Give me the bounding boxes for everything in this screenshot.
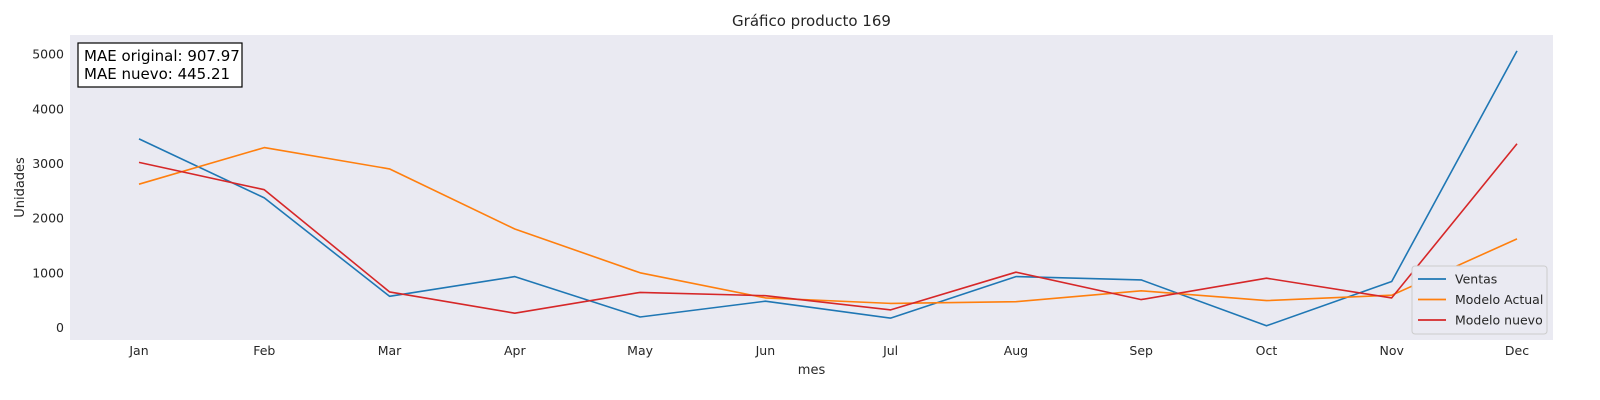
mae-box-frame	[77, 42, 243, 88]
y-tick-label: 5000	[32, 47, 64, 62]
legend-label: Modelo nuevo	[1455, 313, 1543, 328]
series-line	[138, 146, 1518, 305]
mae-annotation-box: MAE original: 907.97 MAE nuevo: 445.21	[77, 42, 243, 88]
y-tick-label: 0	[56, 320, 64, 335]
x-tick-label: May	[627, 343, 653, 358]
x-tick-label: Jul	[882, 343, 898, 358]
series-line	[138, 143, 1518, 315]
x-tick-label: Mar	[378, 343, 402, 358]
legend-label: Ventas	[1455, 272, 1497, 287]
legend-label: Modelo Actual	[1455, 292, 1543, 307]
series-line	[138, 50, 1518, 327]
x-tick-label: Nov	[1380, 343, 1405, 358]
x-tick-label: Sep	[1129, 343, 1153, 358]
y-tick-label: 1000	[32, 265, 64, 280]
y-tick-label: 2000	[32, 211, 64, 226]
legend-frame	[1411, 265, 1548, 335]
x-tick-label: Feb	[253, 343, 275, 358]
plot-area	[70, 35, 1553, 340]
y-tick-label: 4000	[32, 101, 64, 116]
y-axis-ticks: 0 1000 2000 3000 4000 5000	[32, 47, 64, 335]
mae-nuevo-text: MAE nuevo: 445.21	[84, 65, 230, 83]
x-tick-label: Apr	[504, 343, 526, 358]
x-axis-ticks: Jan Feb Mar Apr May Jun Jul Aug Sep Oct Nov Dec	[128, 343, 1529, 358]
y-axis-label: Unidades	[13, 157, 28, 218]
legend: Ventas Modelo Actual Modelo nuevo	[1411, 265, 1548, 335]
mae-original-text: MAE original: 907.97	[84, 47, 240, 65]
x-tick-label: Jun	[755, 343, 776, 358]
x-tick-label: Dec	[1505, 343, 1529, 358]
x-tick-label: Jan	[128, 343, 148, 358]
y-tick-label: 3000	[32, 156, 64, 171]
chart-title: Gráfico producto 169	[732, 12, 891, 30]
x-tick-label: Aug	[1004, 343, 1028, 358]
x-axis-label: mes	[798, 363, 826, 378]
x-tick-label: Oct	[1256, 343, 1278, 358]
series-lines	[138, 50, 1518, 327]
